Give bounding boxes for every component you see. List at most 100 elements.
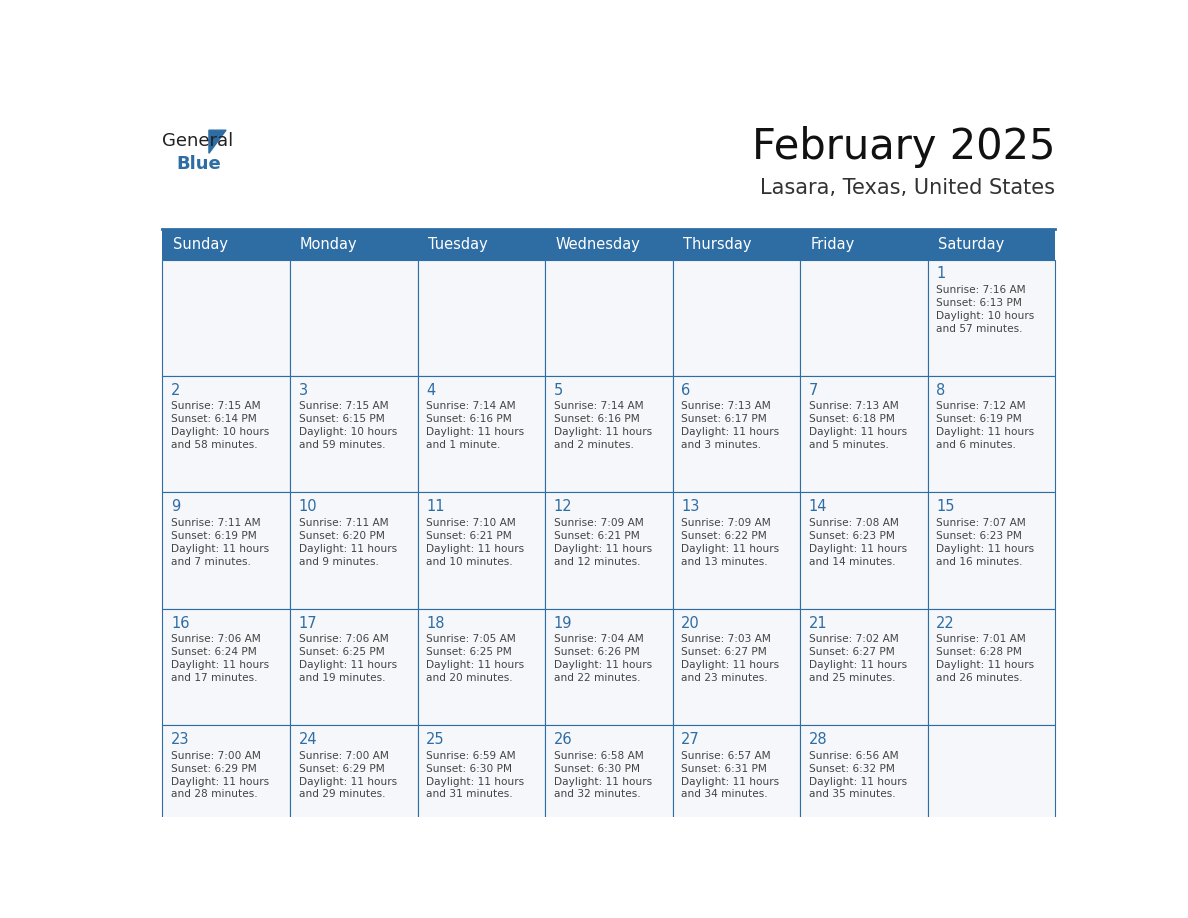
- Text: Sunset: 6:26 PM: Sunset: 6:26 PM: [554, 647, 639, 657]
- Text: Sunrise: 6:56 AM: Sunrise: 6:56 AM: [809, 751, 898, 761]
- Text: Sunset: 6:18 PM: Sunset: 6:18 PM: [809, 414, 895, 424]
- Bar: [290, 725, 417, 842]
- Text: 9: 9: [171, 499, 181, 514]
- Text: Sunset: 6:17 PM: Sunset: 6:17 PM: [681, 414, 767, 424]
- Text: 17: 17: [298, 616, 317, 631]
- Text: Daylight: 11 hours: Daylight: 11 hours: [681, 543, 779, 554]
- Text: February 2025: February 2025: [752, 126, 1055, 168]
- Bar: [417, 492, 545, 609]
- Text: Sunset: 6:15 PM: Sunset: 6:15 PM: [298, 414, 384, 424]
- Text: 7: 7: [809, 383, 819, 397]
- Text: and 19 minutes.: and 19 minutes.: [298, 673, 385, 683]
- Text: and 22 minutes.: and 22 minutes.: [554, 673, 640, 683]
- Text: Friday: Friday: [810, 237, 854, 252]
- Text: Daylight: 10 hours: Daylight: 10 hours: [936, 311, 1035, 320]
- Text: 15: 15: [936, 499, 955, 514]
- Text: 11: 11: [426, 499, 444, 514]
- Text: 25: 25: [426, 733, 444, 747]
- Text: Daylight: 11 hours: Daylight: 11 hours: [809, 660, 906, 670]
- Text: Daylight: 11 hours: Daylight: 11 hours: [554, 427, 652, 437]
- Text: Sunrise: 7:13 AM: Sunrise: 7:13 AM: [681, 401, 771, 411]
- Text: Sunrise: 7:02 AM: Sunrise: 7:02 AM: [809, 634, 898, 644]
- Text: 16: 16: [171, 616, 189, 631]
- Bar: [417, 609, 545, 725]
- Text: Sunset: 6:19 PM: Sunset: 6:19 PM: [171, 531, 257, 541]
- Text: Sunset: 6:32 PM: Sunset: 6:32 PM: [809, 764, 895, 774]
- Text: and 5 minutes.: and 5 minutes.: [809, 441, 889, 450]
- Text: 6: 6: [681, 383, 690, 397]
- Text: Sunset: 6:29 PM: Sunset: 6:29 PM: [298, 764, 384, 774]
- Bar: [545, 376, 672, 492]
- Text: and 57 minutes.: and 57 minutes.: [936, 324, 1023, 334]
- Bar: [290, 376, 417, 492]
- Text: Monday: Monday: [301, 237, 358, 252]
- Text: and 2 minutes.: and 2 minutes.: [554, 441, 633, 450]
- Bar: [163, 609, 290, 725]
- Bar: [163, 492, 290, 609]
- Text: Daylight: 11 hours: Daylight: 11 hours: [681, 660, 779, 670]
- Text: Sunrise: 7:12 AM: Sunrise: 7:12 AM: [936, 401, 1026, 411]
- Text: Sunrise: 7:15 AM: Sunrise: 7:15 AM: [298, 401, 388, 411]
- Text: Sunset: 6:29 PM: Sunset: 6:29 PM: [171, 764, 257, 774]
- Text: Sunrise: 7:15 AM: Sunrise: 7:15 AM: [171, 401, 260, 411]
- Text: Sunset: 6:28 PM: Sunset: 6:28 PM: [936, 647, 1022, 657]
- Text: and 13 minutes.: and 13 minutes.: [681, 556, 767, 566]
- Bar: [672, 376, 801, 492]
- Text: Daylight: 10 hours: Daylight: 10 hours: [171, 427, 270, 437]
- Text: Wednesday: Wednesday: [555, 237, 640, 252]
- Text: 12: 12: [554, 499, 573, 514]
- Text: Daylight: 11 hours: Daylight: 11 hours: [936, 427, 1035, 437]
- Text: Daylight: 11 hours: Daylight: 11 hours: [681, 777, 779, 787]
- Text: and 34 minutes.: and 34 minutes.: [681, 789, 767, 800]
- Text: Daylight: 11 hours: Daylight: 11 hours: [554, 777, 652, 787]
- Bar: [928, 260, 1055, 376]
- Bar: [417, 376, 545, 492]
- Text: and 59 minutes.: and 59 minutes.: [298, 441, 385, 450]
- Text: and 35 minutes.: and 35 minutes.: [809, 789, 896, 800]
- Text: Sunset: 6:20 PM: Sunset: 6:20 PM: [298, 531, 385, 541]
- Text: Daylight: 11 hours: Daylight: 11 hours: [809, 427, 906, 437]
- Text: 4: 4: [426, 383, 435, 397]
- Text: Daylight: 11 hours: Daylight: 11 hours: [298, 660, 397, 670]
- Text: and 20 minutes.: and 20 minutes.: [426, 673, 513, 683]
- Text: Sunrise: 7:07 AM: Sunrise: 7:07 AM: [936, 518, 1026, 528]
- Text: 22: 22: [936, 616, 955, 631]
- Text: Sunrise: 7:16 AM: Sunrise: 7:16 AM: [936, 285, 1026, 295]
- Text: Daylight: 11 hours: Daylight: 11 hours: [809, 777, 906, 787]
- Text: Sunrise: 7:14 AM: Sunrise: 7:14 AM: [554, 401, 643, 411]
- Text: and 28 minutes.: and 28 minutes.: [171, 789, 258, 800]
- Text: Thursday: Thursday: [683, 237, 751, 252]
- Text: 20: 20: [681, 616, 700, 631]
- Text: Sunset: 6:16 PM: Sunset: 6:16 PM: [554, 414, 639, 424]
- Bar: [417, 725, 545, 842]
- Bar: [801, 609, 928, 725]
- Bar: [290, 260, 417, 376]
- Text: Sunset: 6:25 PM: Sunset: 6:25 PM: [426, 647, 512, 657]
- Text: Daylight: 11 hours: Daylight: 11 hours: [936, 660, 1035, 670]
- Text: 21: 21: [809, 616, 827, 631]
- Text: Sunset: 6:21 PM: Sunset: 6:21 PM: [426, 531, 512, 541]
- Text: Sunrise: 6:58 AM: Sunrise: 6:58 AM: [554, 751, 644, 761]
- Text: Tuesday: Tuesday: [428, 237, 487, 252]
- Text: Sunrise: 6:57 AM: Sunrise: 6:57 AM: [681, 751, 771, 761]
- Text: Sunrise: 6:59 AM: Sunrise: 6:59 AM: [426, 751, 516, 761]
- Bar: [672, 492, 801, 609]
- Bar: [290, 609, 417, 725]
- Text: 19: 19: [554, 616, 573, 631]
- Bar: [163, 376, 290, 492]
- Text: Blue: Blue: [176, 155, 221, 174]
- Bar: [163, 725, 290, 842]
- Bar: [672, 260, 801, 376]
- Text: and 17 minutes.: and 17 minutes.: [171, 673, 258, 683]
- Bar: [928, 609, 1055, 725]
- Text: Sunrise: 7:05 AM: Sunrise: 7:05 AM: [426, 634, 516, 644]
- Bar: [928, 376, 1055, 492]
- Text: Sunrise: 7:13 AM: Sunrise: 7:13 AM: [809, 401, 898, 411]
- Text: Daylight: 11 hours: Daylight: 11 hours: [809, 543, 906, 554]
- Text: Sunrise: 7:06 AM: Sunrise: 7:06 AM: [298, 634, 388, 644]
- Text: 23: 23: [171, 733, 189, 747]
- Text: Sunrise: 7:04 AM: Sunrise: 7:04 AM: [554, 634, 644, 644]
- Text: Daylight: 11 hours: Daylight: 11 hours: [426, 777, 524, 787]
- Text: Sunrise: 7:14 AM: Sunrise: 7:14 AM: [426, 401, 516, 411]
- Text: and 26 minutes.: and 26 minutes.: [936, 673, 1023, 683]
